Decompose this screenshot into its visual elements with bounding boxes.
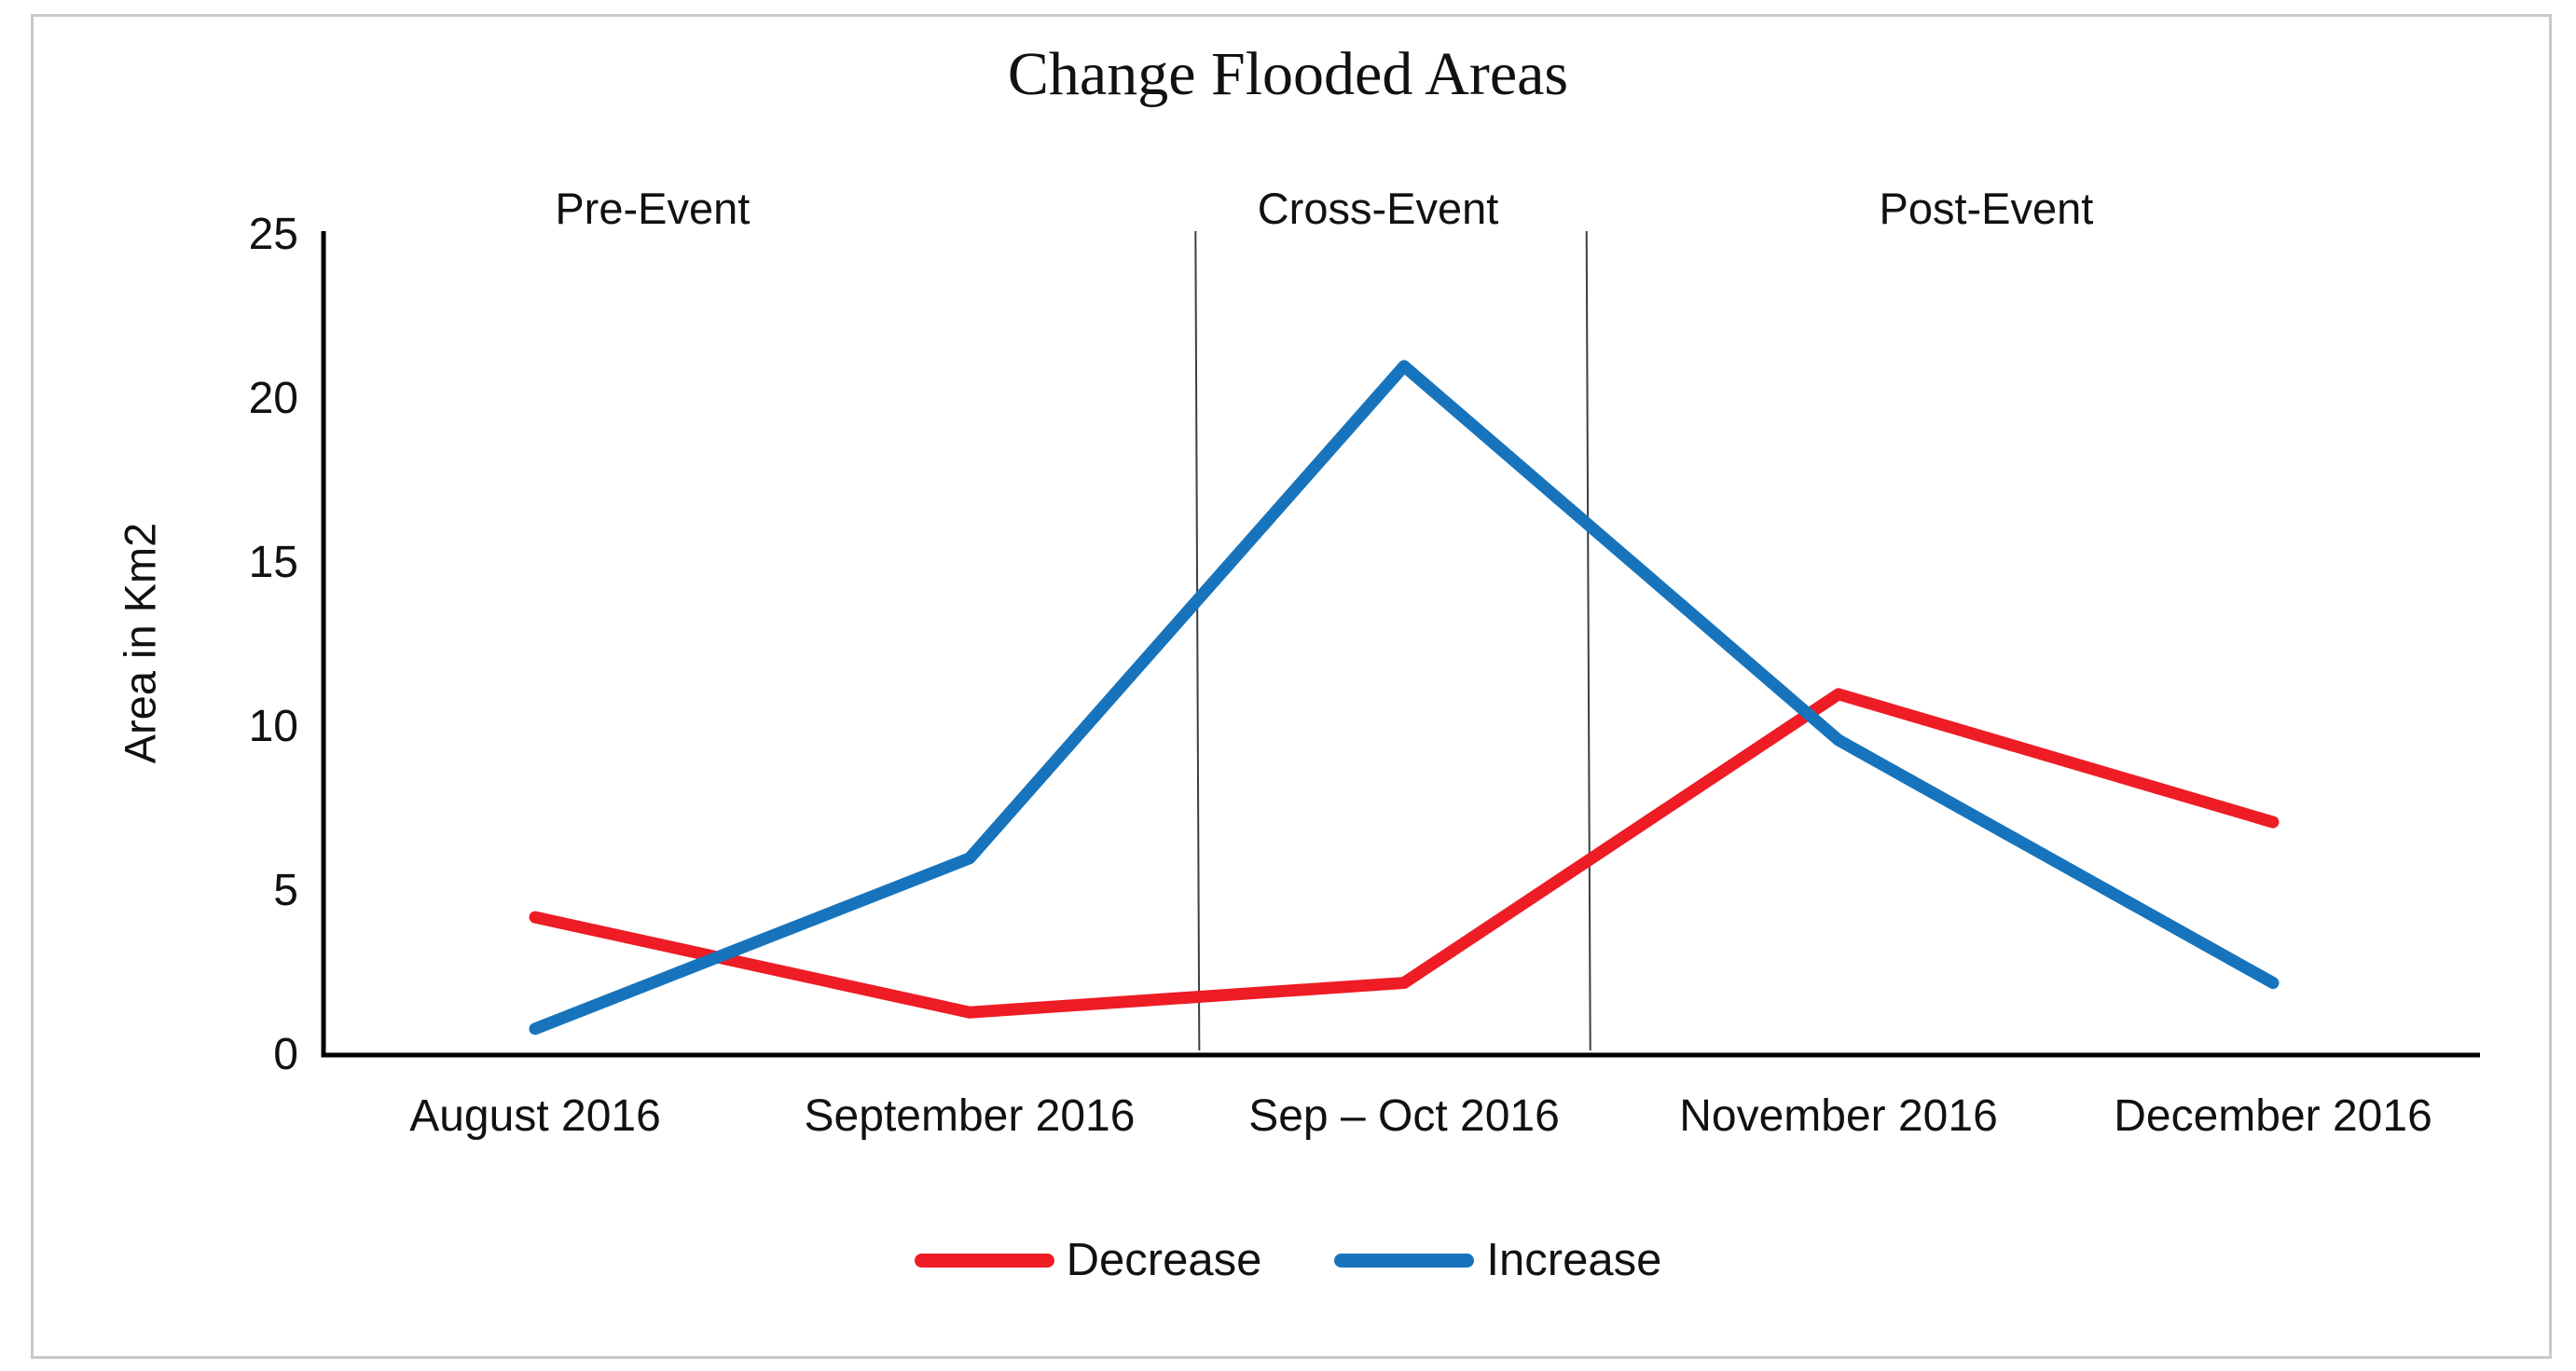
- event-divider-line-2: [1585, 230, 1591, 1051]
- x-tick-label-august-2016: August 2016: [409, 1091, 661, 1141]
- y-tick-label-25: 25: [248, 210, 298, 259]
- y-tick-label-5: 5: [273, 866, 298, 915]
- x-tick-label-september-2016: September 2016: [804, 1091, 1136, 1141]
- legend-label-decrease: Decrease: [1066, 1235, 1262, 1285]
- y-tick-label-0: 0: [273, 1030, 298, 1079]
- legend-item-decrease: Decrease: [914, 1232, 1262, 1288]
- y-tick-label-15: 15: [248, 538, 298, 587]
- annotation-pre-event: Pre-Event: [555, 184, 751, 233]
- x-tick-label-november-2016: November 2016: [1679, 1091, 1998, 1141]
- chart-title: Change Flooded Areas: [1007, 40, 1569, 108]
- series-line-decrease: [529, 688, 2280, 1019]
- x-tick-label-december-2016: December 2016: [2114, 1091, 2432, 1141]
- x-tick-label-sep-oct-2016: Sep – Oct 2016: [1248, 1091, 1560, 1141]
- event-divider-line-1: [1194, 230, 1201, 1051]
- legend-swatch-increase: [1334, 1253, 1475, 1268]
- annotation-cross-event: Cross-Event: [1257, 184, 1499, 233]
- legend-item-increase: Increase: [1334, 1232, 1661, 1288]
- y-tick-label-10: 10: [248, 702, 298, 751]
- legend-swatch-decrease: [914, 1253, 1054, 1268]
- y-tick-label-20: 20: [248, 374, 298, 423]
- legend-label-increase: Increase: [1486, 1235, 1662, 1285]
- series-line-increase: [529, 360, 2280, 1035]
- legend: Decrease Increase: [0, 1232, 2576, 1288]
- annotation-post-event: Post-Event: [1879, 184, 2094, 233]
